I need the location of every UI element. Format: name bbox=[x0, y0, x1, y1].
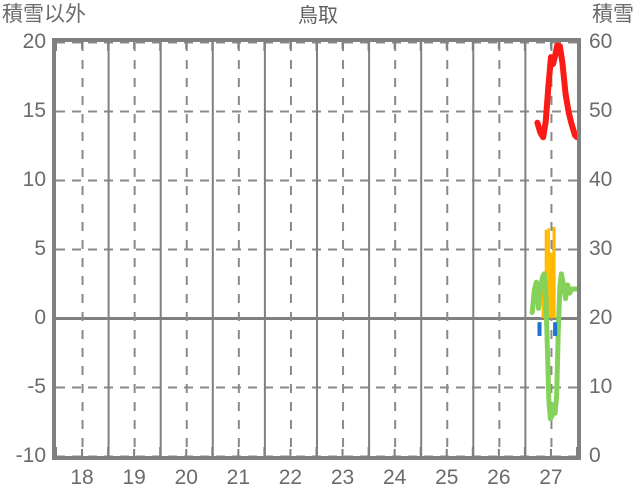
right-axis-tick-label: 60 bbox=[589, 30, 613, 53]
snow-depth-bar bbox=[541, 280, 545, 318]
snow-depth-bar bbox=[547, 228, 550, 318]
right-axis-tick-label: 30 bbox=[589, 237, 613, 260]
left-axis-tick-label: 20 bbox=[22, 30, 46, 53]
right-axis-tick-label: 40 bbox=[589, 168, 613, 191]
x-axis-tick-label: 18 bbox=[70, 466, 94, 489]
plot-inner bbox=[56, 42, 577, 456]
left-axis-tick-label: 15 bbox=[22, 99, 46, 122]
plot-svg bbox=[56, 42, 577, 456]
x-axis-tick-label: 21 bbox=[226, 466, 251, 489]
x-axis-tick-label: 26 bbox=[487, 466, 511, 489]
right-axis-tick-label: 20 bbox=[589, 306, 613, 329]
right-axis-tick-label: 0 bbox=[589, 444, 601, 467]
left-axis-tick-label: -10 bbox=[15, 444, 46, 467]
observation-mark bbox=[553, 322, 558, 336]
left-axis-tick-label: 5 bbox=[34, 237, 46, 260]
x-axis-tick-label: 27 bbox=[539, 466, 563, 489]
x-axis-tick-label: 19 bbox=[122, 466, 146, 489]
left-axis-tick-label: 10 bbox=[22, 168, 46, 191]
x-axis-tick-label: 24 bbox=[382, 466, 407, 489]
right-axis-name: 積雪 bbox=[592, 3, 634, 26]
snow-depth-bar bbox=[552, 226, 556, 318]
x-axis-tick-label: 22 bbox=[278, 466, 303, 489]
plot-area bbox=[52, 38, 581, 460]
snow-depth-bar bbox=[549, 252, 553, 318]
x-axis-tick-label: 25 bbox=[435, 466, 459, 489]
observation-mark bbox=[537, 322, 542, 336]
left-axis-tick-label: -5 bbox=[27, 375, 46, 398]
right-axis-tick-label: 50 bbox=[589, 99, 613, 122]
left-axis-tick-label: 0 bbox=[34, 306, 46, 329]
right-axis-tick-label: 10 bbox=[589, 375, 613, 398]
chart-title: 鳥取 bbox=[298, 5, 338, 27]
x-axis-tick-label: 23 bbox=[330, 466, 355, 489]
left-axis-name: 積雪以外 bbox=[2, 3, 86, 26]
x-axis-tick-label: 20 bbox=[174, 466, 198, 489]
